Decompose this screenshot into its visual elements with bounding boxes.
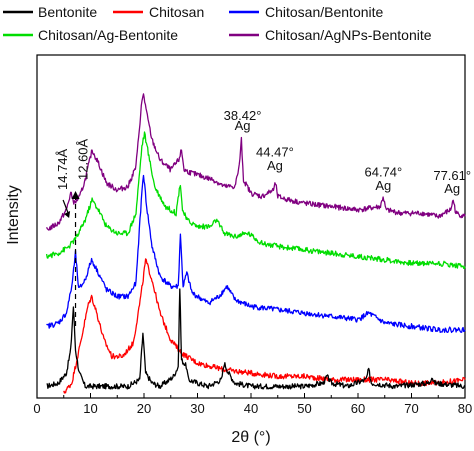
x-axis-label: 2θ (°) [231,429,270,446]
peak-annotation: Ag [235,118,251,133]
y-axis-label: Intensity [5,185,22,245]
series-layer [45,93,466,394]
d-spacing-label: 14.74Å [55,148,70,190]
legend-label: Chitosan [149,4,204,20]
series-line-chitosan-agnps-bentonite [46,93,466,231]
arrow-up-icon [71,191,80,199]
series-line-chitosan-bentonite [46,174,466,334]
x-tick-label: 30 [190,401,204,416]
plot-border [36,54,466,399]
x-tick-label: 70 [404,401,418,416]
peak-annotation: 64.74° [364,165,402,180]
peak-annotation: Ag [375,178,391,193]
series-line-chitosan [63,258,466,394]
peak-annotation: 77.61° [433,168,471,183]
plot-frame: 0 10 20 30 40 50 60 70 80 [33,54,472,416]
legend-label: Chitosan/Bentonite [265,4,384,20]
peak-annotation: 38.42° [224,108,262,123]
x-tick-label: 60 [351,401,365,416]
legend-label: Bentonite [38,4,97,20]
x-tick-label: 40 [244,401,258,416]
arrow-line [62,199,69,214]
x-tick-label: 50 [297,401,311,416]
x-tick-label: 10 [83,401,97,416]
x-tick-label: 0 [33,401,40,416]
d-spacing-label: 12.60Å [76,138,91,180]
series-line-bentonite [46,288,466,390]
peak-annotation: 44.47° [256,145,294,160]
axes: Intensity 2θ (°) [5,185,271,446]
series-line-chitosan-ag-bentonite [45,131,466,269]
legend-label: Chitosan/Ag-Bentonite [38,27,178,43]
x-tick-label: 80 [458,401,472,416]
legend-label: Chitosan/AgNPs-Bentonite [265,27,432,43]
arrow-down-icon [64,211,71,218]
peak-annotation: Ag [267,158,283,173]
legend: Bentonite Chitosan Chitosan/Bentonite Chito… [3,4,432,43]
x-tick-label: 20 [137,401,151,416]
peak-annotation: Ag [444,181,460,196]
